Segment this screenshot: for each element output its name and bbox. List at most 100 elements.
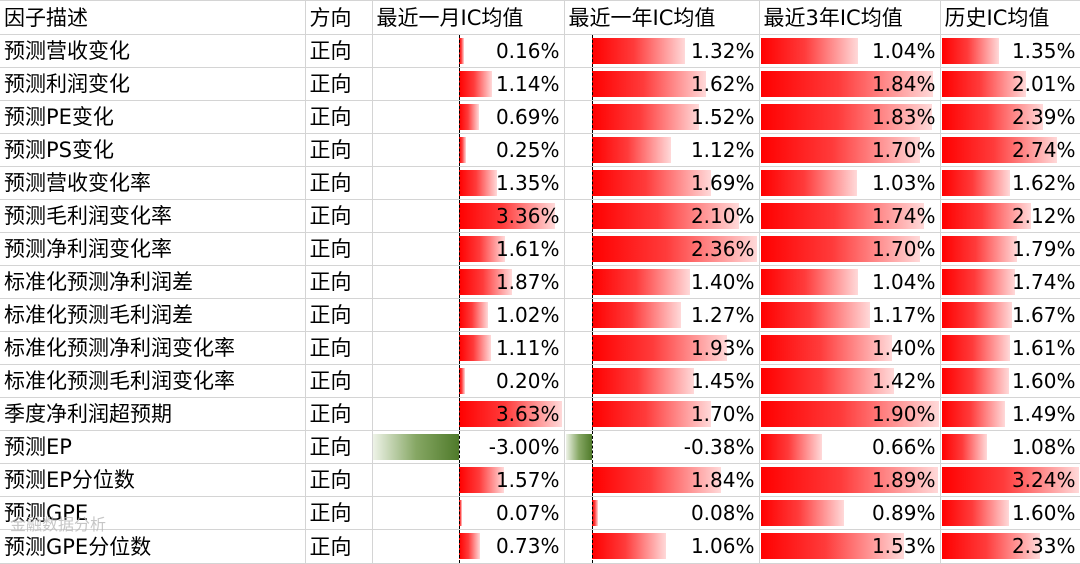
data-bar	[941, 170, 1010, 196]
header-ic-1m: 最近一月IC均值	[371, 0, 565, 35]
data-bar	[941, 137, 1058, 163]
ic-cell-hist: 2.01%	[939, 67, 1080, 101]
zero-axis	[459, 266, 461, 298]
zero-axis	[459, 431, 461, 463]
ic-value: 1.69%	[690, 171, 755, 195]
ic-cell-y3: 1.74%	[758, 199, 941, 233]
ic-value: 0.89%	[871, 501, 936, 525]
factor-name: 预测PS变化	[0, 133, 306, 167]
ic-value: 1.89%	[871, 468, 936, 492]
ic-cell-m1: 0.73%	[371, 529, 565, 564]
ic-value: 1.74%	[871, 204, 936, 228]
data-bar	[459, 170, 498, 196]
ic-cell-m1: 0.16%	[371, 34, 565, 68]
ic-cell-hist: 1.74%	[939, 265, 1080, 299]
table-row: 季度净利润超预期 正向 3.63% 1.70% 1.90% 1.49%	[0, 397, 1080, 431]
ic-cell-hist: 1.67%	[939, 298, 1080, 332]
ic-cell-y1: 1.62%	[563, 67, 760, 101]
ic-value: 1.04%	[871, 39, 936, 63]
ic-cell-y1: 2.10%	[563, 199, 760, 233]
direction-cell: 正向	[304, 265, 373, 299]
ic-value: 1.14%	[495, 72, 560, 96]
data-bar	[592, 236, 758, 262]
direction-cell: 正向	[304, 430, 373, 464]
data-bar	[592, 137, 671, 163]
ic-value: 1.60%	[1011, 369, 1076, 393]
ic-value: 0.08%	[690, 501, 755, 525]
ic-value: 2.10%	[690, 204, 755, 228]
zero-axis	[459, 497, 461, 529]
data-bar	[760, 71, 933, 97]
data-bar	[459, 467, 504, 493]
ic-cell-hist: 2.33%	[939, 529, 1080, 564]
data-bar	[760, 269, 858, 295]
ic-cell-m1: 1.14%	[371, 67, 565, 101]
factor-name: 预测毛利润变化率	[0, 199, 306, 233]
ic-cell-y3: 1.90%	[758, 397, 941, 431]
ic-value: 0.20%	[495, 369, 560, 393]
direction-cell: 正向	[304, 529, 373, 564]
ic-cell-y3: 1.42%	[758, 364, 941, 398]
ic-cell-y1: -0.38%	[563, 430, 760, 464]
data-bar	[373, 434, 459, 460]
zero-axis	[592, 167, 594, 199]
ic-cell-y1: 1.69%	[563, 166, 760, 200]
data-bar	[592, 335, 728, 361]
ic-value: 1.60%	[1011, 501, 1076, 525]
ic-value: 1.70%	[871, 138, 936, 162]
ic-cell-hist: 3.24%	[939, 463, 1080, 497]
data-bar	[459, 401, 563, 427]
ic-cell-y1: 2.36%	[563, 232, 760, 266]
data-bar	[941, 71, 1027, 97]
zero-axis	[459, 35, 461, 67]
ic-cell-y1: 1.70%	[563, 397, 760, 431]
direction-cell: 正向	[304, 463, 373, 497]
table-row: 标准化预测毛利润差 正向 1.02% 1.27% 1.17% 1.67%	[0, 298, 1080, 332]
ic-cell-m1: 0.69%	[371, 100, 565, 134]
factor-name: 标准化预测净利润差	[0, 265, 306, 299]
zero-axis	[592, 530, 594, 563]
direction-cell: 正向	[304, 67, 373, 101]
data-bar	[459, 38, 464, 64]
data-bar	[941, 368, 1010, 394]
ic-cell-m1: 0.20%	[371, 364, 565, 398]
data-bar	[459, 335, 491, 361]
data-bar	[592, 170, 711, 196]
table-row: 标准化预测净利润变化率 正向 1.11% 1.93% 1.40% 1.61%	[0, 331, 1080, 365]
data-bar	[459, 533, 480, 559]
data-bar	[941, 467, 1079, 493]
ic-cell-y1: 1.27%	[563, 298, 760, 332]
zero-axis	[592, 497, 594, 529]
table-row: 预测EP分位数 正向 1.57% 1.84% 1.89% 3.24%	[0, 463, 1080, 497]
zero-axis	[592, 365, 594, 397]
data-bar	[941, 236, 1018, 262]
data-bar	[592, 269, 691, 295]
ic-cell-y3: 1.53%	[758, 529, 941, 564]
data-bar	[592, 368, 694, 394]
factor-name: 预测利润变化	[0, 67, 306, 101]
data-bar	[592, 302, 682, 328]
zero-axis	[592, 299, 594, 331]
table-row: 预测PS变化 正向 0.25% 1.12% 1.70% 2.74%	[0, 133, 1080, 167]
table-row: 预测GPE分位数 正向 0.73% 1.06% 1.53% 2.33%	[0, 529, 1080, 564]
data-bar	[592, 467, 722, 493]
ic-cell-hist: 1.60%	[939, 496, 1080, 530]
ic-value: 1.27%	[690, 303, 755, 327]
ic-cell-y3: 1.89%	[758, 463, 941, 497]
ic-cell-m1: 0.25%	[371, 133, 565, 167]
ic-value: 0.07%	[495, 501, 560, 525]
ic-value: 2.74%	[1011, 138, 1076, 162]
ic-value: 1.53%	[871, 534, 936, 558]
ic-cell-hist: 1.62%	[939, 166, 1080, 200]
ic-value: 1.12%	[690, 138, 755, 162]
direction-cell: 正向	[304, 166, 373, 200]
direction-cell: 正向	[304, 298, 373, 332]
ic-value: 1.11%	[495, 336, 560, 360]
data-bar	[565, 434, 593, 460]
ic-value: 1.35%	[1011, 39, 1076, 63]
ic-cell-m1: 1.11%	[371, 331, 565, 365]
zero-axis	[459, 167, 461, 199]
ic-value: 1.02%	[495, 303, 560, 327]
ic-value: 2.39%	[1011, 105, 1076, 129]
zero-axis	[592, 332, 594, 364]
